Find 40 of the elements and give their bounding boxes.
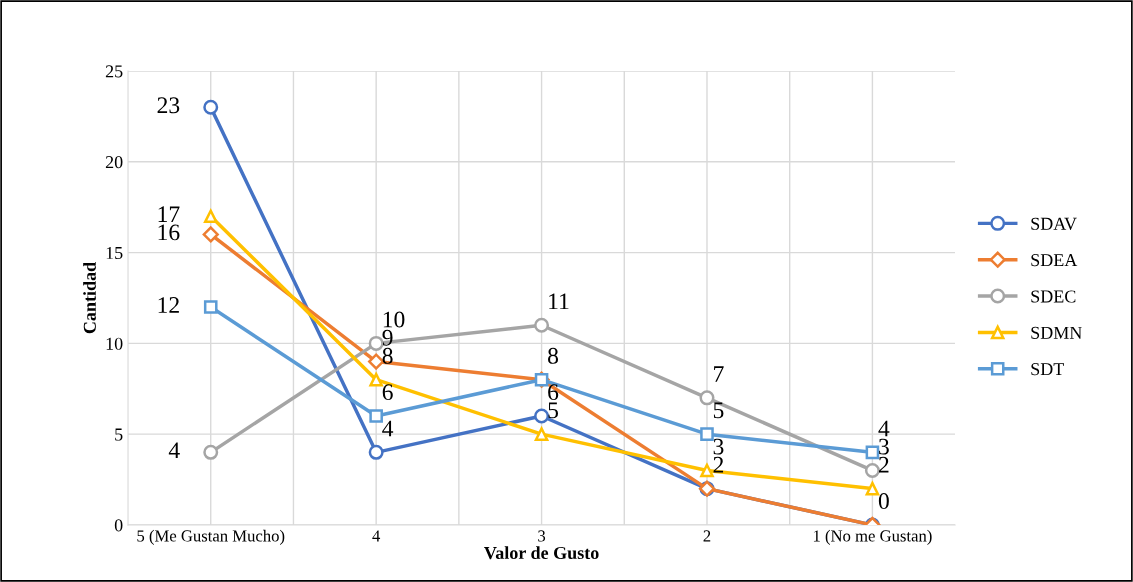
data-label: 0: [878, 493, 889, 510]
data-label: 3: [879, 438, 889, 455]
y-tick-label: 20: [105, 156, 123, 169]
legend-label: SDT: [1031, 363, 1065, 376]
x-tick-label: 3: [538, 530, 546, 542]
y-tick-label: 15: [106, 246, 123, 260]
data-label: 8: [382, 347, 393, 364]
y-axis-title: Cantidad: [83, 262, 96, 334]
data-label: 4: [168, 442, 180, 459]
data-label: 10: [383, 311, 405, 328]
data-label: 16: [158, 224, 180, 241]
data-label: 12: [158, 297, 179, 313]
data-label: 9: [382, 329, 393, 346]
data-label: 11: [549, 293, 569, 310]
data-label: 6: [548, 384, 559, 401]
x-tick-label: 1 (No me Gustan): [813, 529, 932, 545]
x-tick-label: 4: [372, 530, 381, 542]
data-label: 17: [158, 206, 180, 222]
legend-label: SDEC: [1031, 290, 1076, 303]
data-label: 8: [548, 347, 559, 364]
y-tick-label: 10: [106, 337, 123, 350]
data-label: 5: [548, 402, 559, 419]
legend-label: SDEA: [1031, 254, 1078, 267]
data-label: 2: [713, 456, 724, 473]
data-label: 4: [878, 420, 890, 437]
data-label: 7: [714, 366, 724, 382]
y-tick-label: 0: [114, 519, 123, 532]
x-axis-title: Valor de Gusto: [484, 546, 599, 560]
x-tick-label: 2: [703, 530, 711, 542]
legend-label: SDAV: [1031, 217, 1077, 230]
data-label: 4: [382, 420, 394, 437]
data-label: 6: [382, 384, 393, 401]
x-tick-label: 5 (Me Gustan Mucho): [137, 529, 285, 545]
data-label: 2: [879, 456, 889, 473]
legend-label: SDMN: [1031, 326, 1082, 339]
data-label: 23: [157, 97, 180, 114]
y-tick-label: 25: [105, 65, 123, 78]
data-label: 5: [713, 402, 724, 419]
y-tick-label: 5: [115, 428, 123, 441]
data-label: 3: [713, 438, 724, 455]
